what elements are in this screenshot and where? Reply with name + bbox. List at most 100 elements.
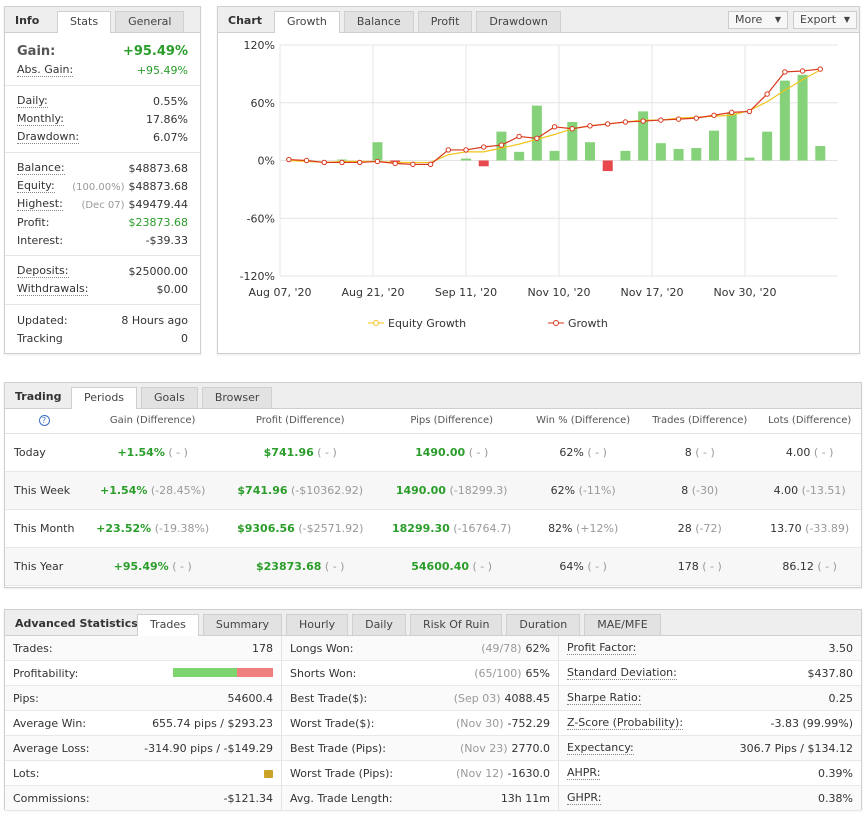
- info-row: Daily: 0.55%: [5, 92, 200, 110]
- col-trades: Trades (Difference): [641, 409, 759, 434]
- info-row: Tracking 0: [5, 329, 200, 347]
- info-row: Equity: (100.00%) $48873.68: [5, 177, 200, 195]
- info-row: Drawdown: 6.07%: [5, 128, 200, 146]
- col-pips: Pips (Difference): [378, 409, 526, 434]
- stat-value: 65%: [525, 666, 550, 680]
- cell-diff: (-19.38%): [154, 521, 210, 535]
- table-cell: 1490.00 ( - ): [378, 433, 526, 472]
- table-cell: 13.70 (-33.89): [758, 509, 861, 548]
- stat-value-wrap: 655.74 pips / $293.23: [152, 717, 273, 730]
- info-row-value-wrap: $48873.68: [125, 162, 189, 175]
- cell-diff: ( - ): [168, 445, 188, 459]
- tab-goals[interactable]: Goals: [141, 387, 198, 408]
- stat-value: 4088.45: [504, 691, 551, 705]
- info-row: Updated: 8 Hours ago: [5, 311, 200, 329]
- table-cell: $741.96 (-$10362.92): [222, 471, 379, 510]
- info-row-note: (100.00%): [72, 181, 125, 193]
- info-row-value-wrap: $25000.00: [129, 265, 189, 278]
- col-win: Win % (Difference): [525, 409, 642, 434]
- stat-row: Commissions: -$121.34: [5, 786, 281, 811]
- table-cell: 86.12 ( - ): [758, 547, 861, 586]
- cell-value: $23873.68: [256, 559, 322, 573]
- bar: [461, 158, 471, 161]
- x-tick-label: Nov 17, '20: [621, 286, 684, 299]
- stat-row: Average Loss: -314.90 pips / -$149.29: [5, 736, 281, 761]
- stat-value: -314.90 pips / -$149.29: [144, 741, 273, 755]
- table-cell: 82% (+12%): [525, 509, 642, 548]
- info-row-label: Deposits:: [17, 264, 69, 278]
- stat-label: Longs Won:: [290, 641, 354, 655]
- info-row-label: Interest:: [17, 233, 64, 247]
- profitability-win: [173, 667, 237, 677]
- tab-browser[interactable]: Browser: [201, 387, 273, 408]
- stat-label: Sharpe Ratio:: [567, 691, 642, 705]
- info-row: Monthly: 17.86%: [5, 110, 200, 128]
- series-point: [481, 144, 487, 150]
- trading-panel: Trading Periods Goals Browser ? Gain (Di…: [4, 382, 862, 588]
- export-button[interactable]: Export ▼: [793, 11, 857, 29]
- tab-periods[interactable]: Periods: [71, 387, 138, 409]
- tab-trades[interactable]: Trades: [137, 614, 199, 636]
- tab-profit[interactable]: Profit: [417, 11, 473, 32]
- bar: [726, 113, 737, 161]
- stat-row: Worst Trade (Pips): (Nov 12) -1630.0: [282, 761, 558, 786]
- tab-growth[interactable]: Growth: [274, 11, 340, 33]
- tab-drawdown[interactable]: Drawdown: [476, 11, 561, 32]
- stat-value-wrap: -314.90 pips / -$149.29: [144, 742, 273, 755]
- bar: [797, 74, 808, 161]
- series-point: [427, 161, 434, 168]
- cell-value: $741.96: [263, 445, 314, 459]
- stat-label: Best Trade($):: [290, 691, 368, 705]
- series-point: [693, 115, 699, 121]
- stat-row: Trades: 178: [5, 636, 281, 661]
- tab-hourly[interactable]: Hourly: [286, 614, 349, 635]
- bar: [673, 148, 684, 161]
- cell-diff: (+12%): [576, 521, 619, 535]
- period-label: This Week: [5, 471, 83, 510]
- cell-value: +95.49%: [113, 559, 169, 573]
- stat-value-wrap: 0.39%: [818, 767, 853, 780]
- cell-value: 1490.00: [395, 483, 446, 497]
- x-tick-label: Nov 10, '20: [528, 286, 591, 299]
- cell-diff: ( - ): [702, 559, 722, 573]
- table-cell: 18299.30 (-16764.7): [378, 509, 526, 548]
- absgain-label: Abs. Gain:: [17, 63, 74, 77]
- stat-note: (Nov 23): [459, 741, 508, 755]
- tab-stats[interactable]: Stats: [57, 11, 112, 33]
- bar: [709, 130, 719, 161]
- help-icon[interactable]: ?: [38, 415, 50, 427]
- stat-value: -1630.0: [507, 766, 550, 780]
- series-point: [392, 160, 398, 167]
- cell-diff: ( - ): [817, 559, 837, 573]
- stat-value: 62%: [525, 641, 550, 655]
- bar: [567, 122, 578, 161]
- more-button[interactable]: More ▼: [728, 11, 788, 29]
- cell-value: $741.96: [237, 483, 288, 497]
- tab-summary[interactable]: Summary: [202, 614, 283, 635]
- legend-marker: [553, 320, 559, 326]
- tab-balance[interactable]: Balance: [343, 11, 414, 32]
- series-point: [410, 161, 416, 168]
- cell-value: 8: [684, 445, 692, 459]
- series-point: [286, 156, 292, 163]
- cell-value: 28: [677, 521, 692, 535]
- info-row-value-wrap: -$39.33: [142, 234, 188, 247]
- chevron-down-icon: ▼: [843, 15, 850, 24]
- stat-value-wrap: $437.80: [808, 667, 854, 680]
- bar: [602, 160, 613, 172]
- tab-general[interactable]: General: [115, 11, 185, 32]
- tab-daily[interactable]: Daily: [352, 614, 406, 635]
- bar: [655, 143, 666, 161]
- cell-diff: (-$10362.92): [291, 483, 364, 497]
- stat-value-wrap: 54600.4: [228, 692, 274, 705]
- tab-duration[interactable]: Duration: [506, 614, 581, 635]
- stat-label: Commissions:: [13, 791, 90, 805]
- tab-risk-of-ruin[interactable]: Risk Of Ruin: [409, 614, 503, 635]
- info-row-label: Highest:: [17, 197, 63, 211]
- tab-mae-mfe[interactable]: MAE/MFE: [584, 614, 661, 635]
- info-row-value: 6.07%: [153, 130, 188, 144]
- series-point: [817, 66, 823, 72]
- table-row: This Week +1.54% (-28.45%) $741.96 (-$1036…: [5, 471, 861, 510]
- stat-value-wrap: [264, 767, 273, 780]
- table-cell: 8 (-30): [641, 471, 759, 510]
